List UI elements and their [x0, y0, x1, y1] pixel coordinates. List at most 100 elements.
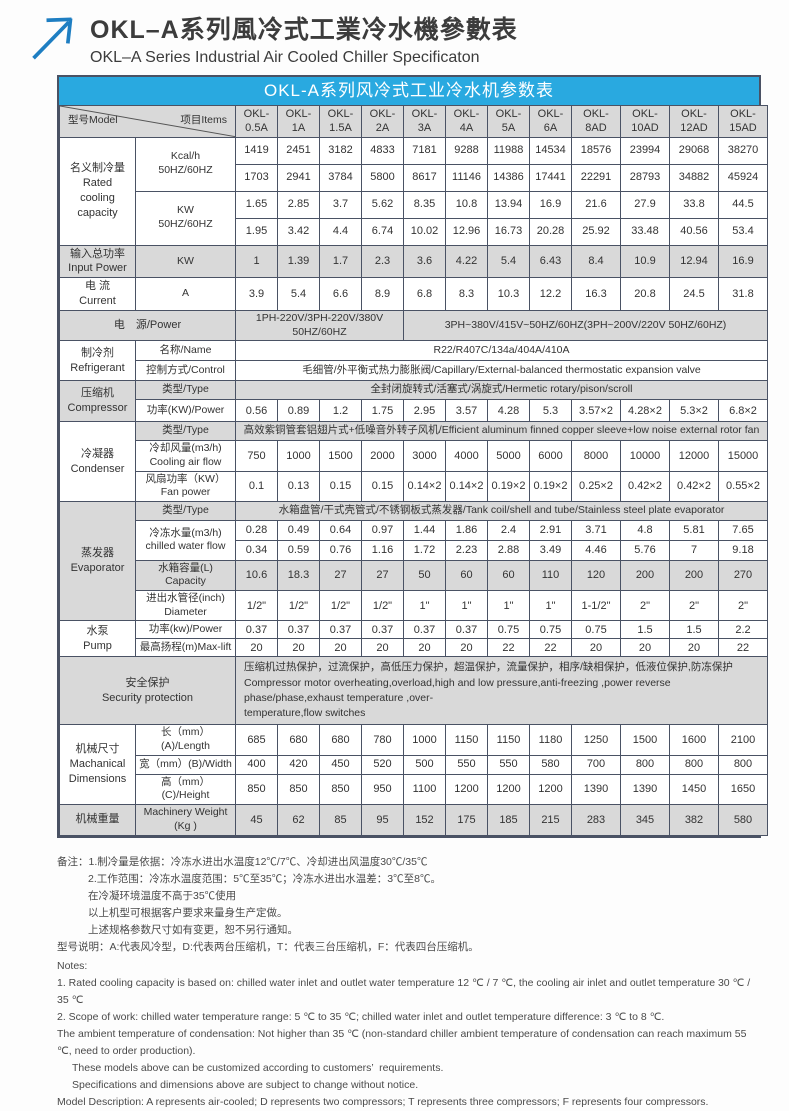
row-item-label: 功率(kw)/Power: [135, 620, 236, 640]
note-line: Notes:: [57, 959, 88, 972]
value-cell: 215: [529, 803, 572, 836]
value-cell: 6.6: [319, 277, 362, 311]
merged-value-cell: 全封闭旋转式/活塞式/涡旋式/Hermetic rotary/pison/scr…: [235, 380, 768, 401]
value-cell: 20.28: [529, 217, 572, 246]
value-cell: 4.28: [487, 399, 530, 423]
value-cell: 4000: [445, 440, 488, 472]
value-cell: 1200: [487, 773, 530, 805]
row-group-label: 压缩机 Compressor: [59, 380, 136, 423]
value-cell: 27: [361, 559, 404, 592]
value-cell: 20.8: [620, 277, 670, 311]
note-line: 在冷凝环境温度不高于35℃使用: [88, 889, 237, 902]
merged-value-cell: R22/R407C/134a/404A/410A: [235, 340, 768, 362]
value-cell: 1500: [620, 724, 670, 756]
merged-value-cell: 水箱盘管/干式壳管式/不锈钢板式蒸发器/Tank coil/shell and …: [235, 500, 768, 521]
value-cell: 40.56: [669, 217, 719, 246]
value-cell: 3.7: [319, 190, 362, 219]
row-item-label: 风扇功率（KW） Fan power: [135, 470, 236, 502]
arrow-logo-icon: [32, 17, 73, 60]
value-cell: 0.76: [319, 539, 362, 561]
value-cell: 34882: [669, 163, 719, 192]
value-cell: 5.3: [529, 399, 572, 423]
value-cell: 11146: [445, 163, 488, 192]
value-cell: 2": [620, 590, 670, 622]
spec-table: 型号Model 项目Items OKL-0.5A OKL-1A OKL-1.5A OKL-…: [59, 105, 768, 836]
value-cell: 1.86: [445, 519, 488, 541]
value-cell: 6000: [529, 440, 572, 472]
table-row: 输入总功率 Input Power KW 1 1.39 1.7 2.3 3.6 4.22 5.4…: [59, 244, 768, 279]
value-cell: 45924: [718, 163, 768, 192]
value-cell: 3.42: [277, 217, 320, 246]
value-cell: 2.3: [361, 244, 404, 279]
note-line: The ambient temperature of condensation:…: [57, 1027, 750, 1057]
value-cell: 1/2": [319, 590, 362, 622]
value-cell: 2100: [718, 724, 768, 756]
value-cell: 10.8: [445, 190, 488, 219]
value-cell: 14386: [487, 163, 530, 192]
value-cell: 2.91: [529, 519, 572, 541]
value-cell: 3000: [403, 440, 446, 472]
value-cell: 345: [620, 803, 670, 836]
value-cell: 1.44: [403, 519, 446, 541]
value-cell: 5.3×2: [669, 399, 719, 423]
value-cell: 62: [277, 803, 320, 836]
value-cell: 680: [319, 724, 362, 756]
value-cell: 5.62: [361, 190, 404, 219]
value-cell: 550: [445, 754, 488, 775]
value-cell: 4833: [361, 136, 404, 165]
value-cell: 0.42×2: [620, 470, 670, 502]
table-row: 1703 2941 3784 5800 8617 11146 14386 17441 22291…: [60, 163, 768, 192]
table-row: 压缩机 Compressor 类型/Type 全封闭旋转式/活塞式/涡旋式/Herm…: [59, 380, 768, 423]
value-cell: 800: [669, 754, 719, 775]
value-cell: 6.8×2: [718, 399, 768, 423]
value-cell: 1150: [445, 724, 488, 756]
value-cell: 1.65: [235, 190, 278, 219]
value-cell: 7181: [403, 136, 446, 165]
value-cell: 750: [235, 440, 278, 472]
value-cell: 500: [403, 754, 446, 775]
value-cell: 10.6: [235, 559, 278, 592]
value-cell: 22: [487, 638, 530, 658]
value-cell: 0.37: [445, 620, 488, 640]
value-cell: 21.6: [571, 190, 621, 219]
model-header: OKL-8AD: [571, 105, 621, 138]
notes-chinese: 备注：1.制冷量是依据：冷冻水进出水温度12℃/7℃、冷却进出风温度30℃/35…: [57, 854, 759, 956]
note-line: These models above can be customized acc…: [72, 1061, 444, 1074]
value-cell: 2.88: [487, 539, 530, 561]
value-cell: 8000: [571, 440, 621, 472]
note-line: Specifications and dimensions above are …: [72, 1078, 419, 1091]
value-cell: 1.5: [620, 620, 670, 640]
row-group-label: 电 源/Power: [59, 309, 236, 342]
value-cell: 22: [718, 638, 768, 658]
value-cell: 1200: [445, 773, 488, 805]
table-row: 冷凝器 Condenser 类型/Type 高效紫铜管套铝翅片式+低噪音外转子风机/…: [59, 421, 768, 502]
value-cell: 0.89: [277, 399, 320, 423]
table-row: 冷却风量(m3/h) Cooling air flow 750 1000 1500 20…: [60, 440, 768, 472]
row-item-label: A: [135, 277, 236, 311]
value-cell: 13.94: [487, 190, 530, 219]
note-line: 2.工作范围：冷冻水温度范围：5℃至35℃；冷冻水进出水温差：3℃至8℃。: [88, 872, 441, 885]
value-cell: 0.56: [235, 399, 278, 423]
value-cell: 1100: [403, 773, 446, 805]
row-item-label: 类型/Type: [135, 380, 236, 401]
value-cell: 4.28×2: [620, 399, 670, 423]
model-header: OKL-3A: [403, 105, 446, 138]
value-cell: 5800: [361, 163, 404, 192]
value-cell: 10.9: [620, 244, 670, 279]
header-row: 型号Model 项目Items OKL-0.5A OKL-1A OKL-1.5A OKL-…: [59, 105, 768, 138]
value-cell: 2.4: [487, 519, 530, 541]
value-cell: 520: [361, 754, 404, 775]
note-line: 备注：1.制冷量是依据：冷冻水进出水温度12℃/7℃、冷却进出风温度30℃/35…: [57, 855, 428, 868]
merged-value-cell: 压缩机过热保护，过流保护，高低压力保护，超温保护，流量保护，相序/缺相保护，低液…: [235, 656, 768, 726]
row-group-label: 输入总功率 Input Power: [59, 244, 136, 279]
value-cell: 1150: [487, 724, 530, 756]
value-cell: 12.94: [669, 244, 719, 279]
value-cell: 270: [718, 559, 768, 592]
value-cell: 185: [487, 803, 530, 836]
value-cell: 5.81: [669, 519, 719, 541]
value-cell: 44.5: [718, 190, 768, 219]
corner-model-label: 型号Model: [68, 114, 118, 127]
value-cell: 20: [403, 638, 446, 658]
value-cell: 23994: [620, 136, 670, 165]
value-cell: 2": [669, 590, 719, 622]
